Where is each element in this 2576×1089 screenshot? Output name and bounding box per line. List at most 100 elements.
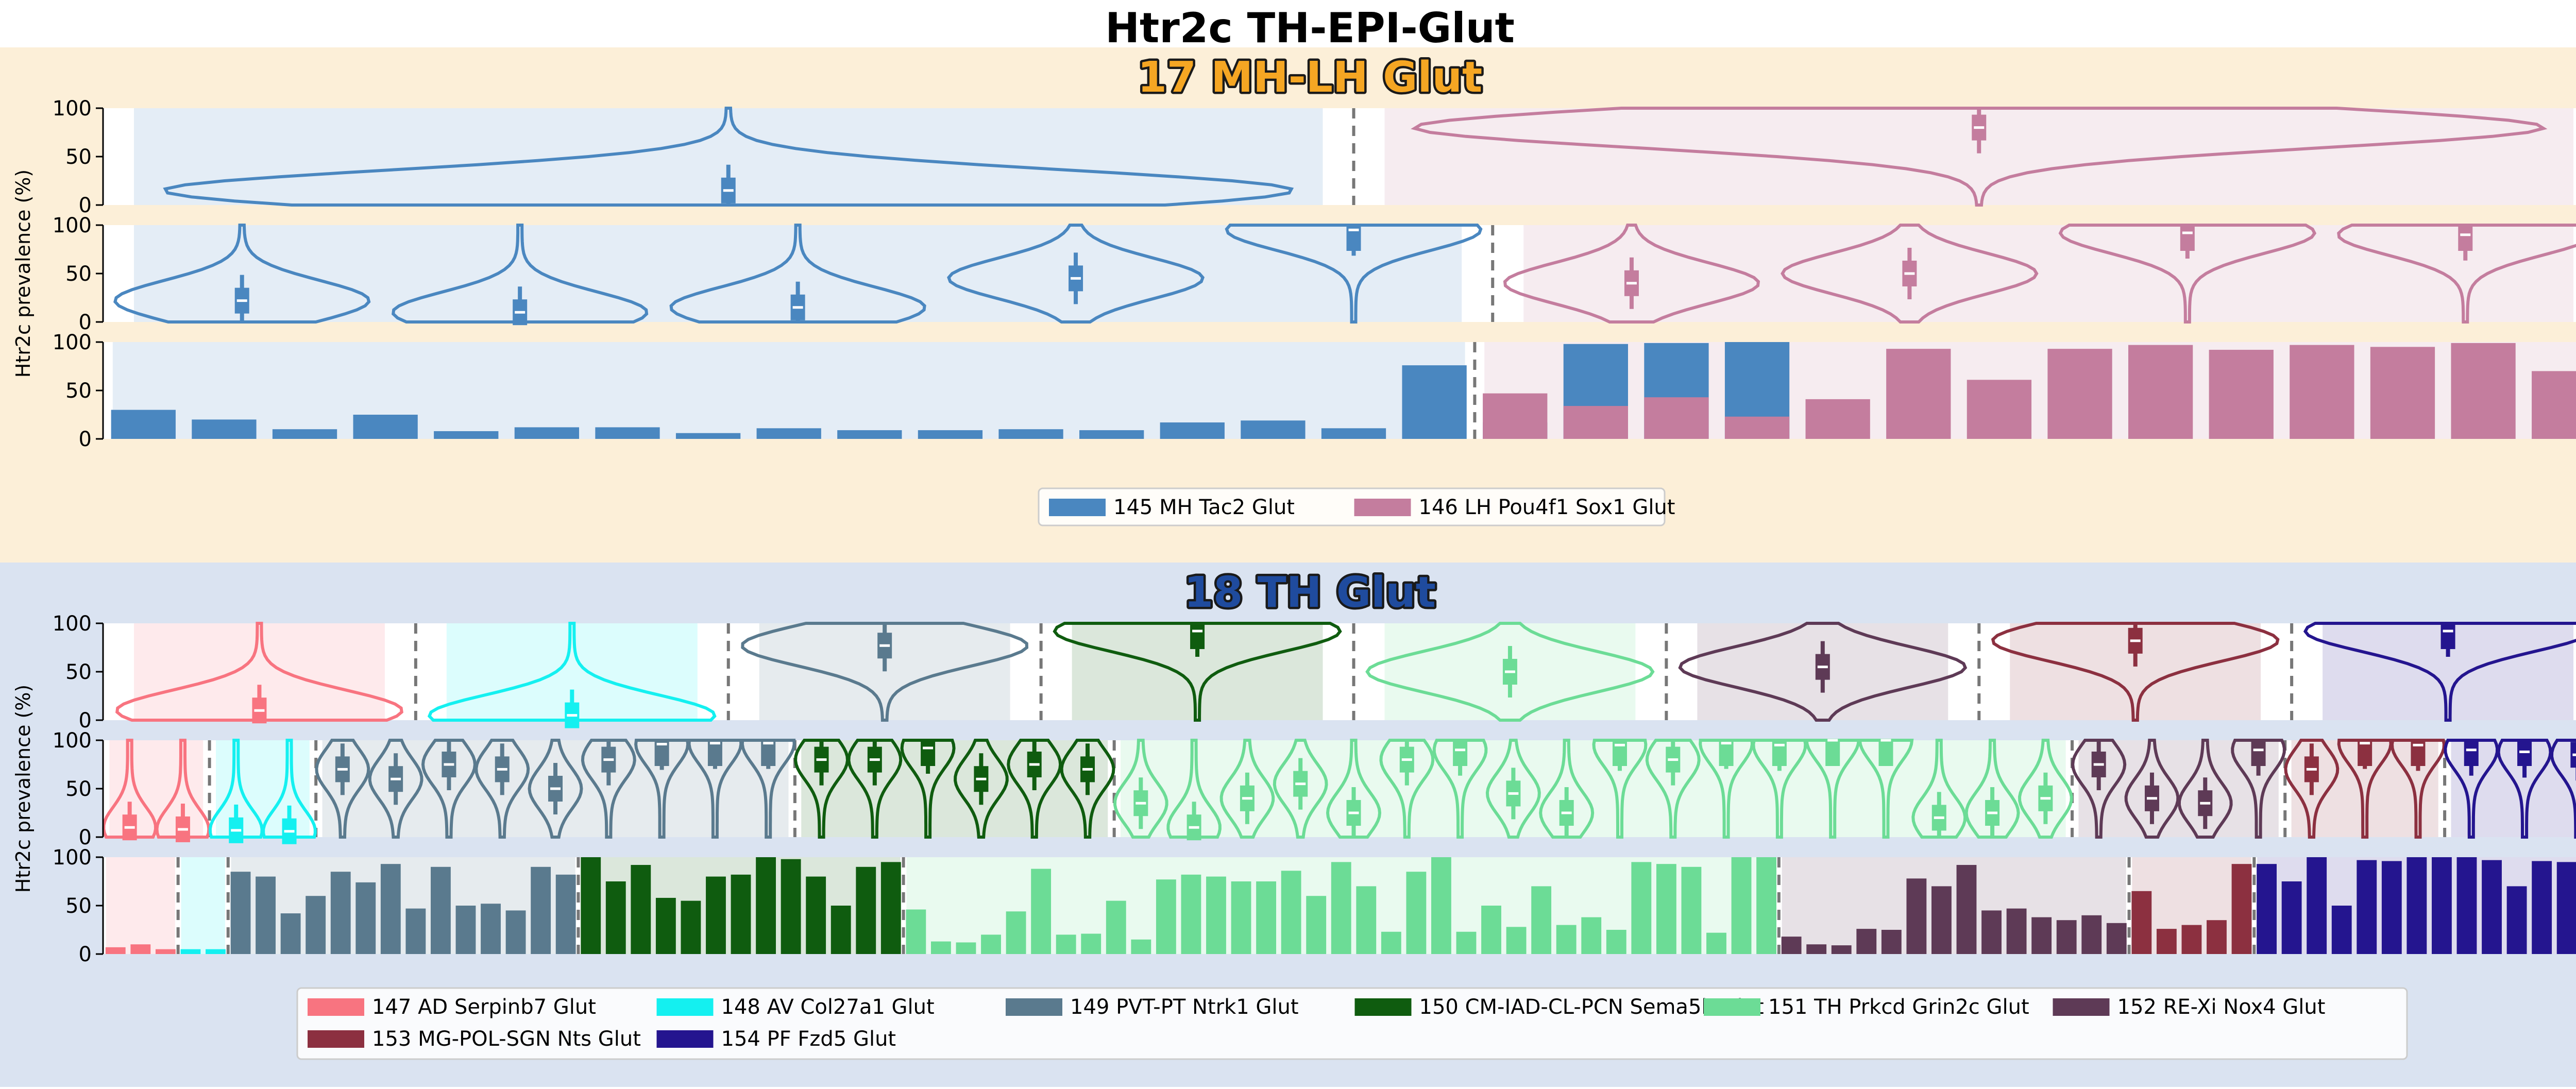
bar <box>231 872 251 954</box>
bar <box>111 410 176 439</box>
legend-swatch <box>1704 998 1760 1016</box>
bar <box>1402 365 1466 439</box>
bar <box>2532 861 2552 954</box>
bar <box>1732 857 1752 954</box>
group-background <box>2078 740 2278 837</box>
bar <box>656 898 676 954</box>
bar <box>918 430 982 439</box>
bar <box>2482 860 2502 954</box>
legend-label: 151 TH Prkcd Grin2c Glut <box>1768 995 2029 1019</box>
bar <box>2128 345 2193 439</box>
legend-swatch <box>657 998 714 1016</box>
bar <box>931 942 951 954</box>
violin-box <box>1825 740 1840 766</box>
bar <box>2007 909 2027 954</box>
bar <box>1081 934 1101 954</box>
y-tick-label: 100 <box>53 612 92 636</box>
bar <box>1156 879 1176 954</box>
bar <box>1756 857 1776 954</box>
bar <box>1006 911 1026 954</box>
bar <box>2047 349 2112 439</box>
y-tick-label: 0 <box>79 428 92 451</box>
y-tick-label: 100 <box>53 331 92 354</box>
bar <box>2451 343 2515 439</box>
bar <box>1856 929 1876 954</box>
bar <box>331 872 351 954</box>
y-tick-label: 50 <box>65 145 92 169</box>
bar <box>1882 930 1902 954</box>
bar <box>2207 920 2227 954</box>
bar <box>906 910 926 954</box>
legend-label: 149 PVT-PT Ntrk1 Glut <box>1070 995 1299 1019</box>
violin-box <box>2464 740 2479 766</box>
bar <box>1281 871 1301 954</box>
y-tick-label: 50 <box>65 262 92 286</box>
bar <box>206 949 226 954</box>
bar <box>2532 371 2576 439</box>
bar <box>1782 937 1802 954</box>
violin-box <box>1453 740 1467 766</box>
bar <box>2382 861 2402 954</box>
violin-box <box>2441 623 2455 649</box>
bar <box>1531 886 1551 954</box>
bar <box>1931 886 1952 954</box>
bar <box>515 427 579 439</box>
bar <box>631 865 651 954</box>
bar <box>1056 934 1076 954</box>
bar <box>2257 864 2277 954</box>
legend-swatch <box>657 1030 714 1048</box>
bar <box>192 419 256 439</box>
group-background <box>181 857 225 954</box>
bar <box>431 867 451 954</box>
bar <box>1967 380 2031 439</box>
y-axis-label: Htr2c prevalence (%) <box>12 685 35 893</box>
y-tick-label: 0 <box>79 943 92 966</box>
bar <box>130 944 150 954</box>
bar <box>1806 944 1826 954</box>
bar <box>2081 915 2102 954</box>
bar <box>1481 906 1501 954</box>
group-background <box>1523 225 2573 322</box>
bar <box>531 867 551 954</box>
bar <box>1556 925 1577 954</box>
y-axis-label: Htr2c prevalence (%) <box>12 169 35 378</box>
bar <box>1725 417 1789 439</box>
bar <box>355 882 376 954</box>
bar <box>2507 886 2527 954</box>
bar <box>1031 869 1051 954</box>
bar <box>281 913 301 954</box>
bar <box>1581 917 1601 954</box>
bar <box>2131 891 2151 954</box>
main-title: Htr2c TH-EPI-Glut <box>1105 4 1515 52</box>
bar <box>1406 872 1426 954</box>
bar <box>2370 347 2435 439</box>
violin-box <box>2251 740 2266 766</box>
bar <box>581 857 601 954</box>
bar <box>881 862 901 954</box>
bar <box>2209 350 2274 439</box>
bar <box>981 934 1001 954</box>
legend-label: 154 PF Fzd5 Glut <box>721 1027 896 1051</box>
bar <box>595 427 659 439</box>
bar <box>1682 867 1702 954</box>
bar <box>2031 917 2052 954</box>
legend-label: 153 MG-POL-SGN Nts Glut <box>372 1027 641 1051</box>
bar <box>1981 910 2002 954</box>
bar <box>1181 875 1201 954</box>
violin-box <box>921 740 935 766</box>
legend-label: 152 RE-Xi Nox4 Glut <box>2117 995 2326 1019</box>
bar <box>756 857 776 954</box>
bar <box>806 877 826 954</box>
legend-label: 146 LH Pou4f1 Sox1 Glut <box>1419 496 1675 519</box>
bar <box>181 949 201 954</box>
bar <box>1131 940 1151 954</box>
bar <box>156 949 176 954</box>
bar <box>1256 881 1276 954</box>
bar <box>256 877 276 954</box>
